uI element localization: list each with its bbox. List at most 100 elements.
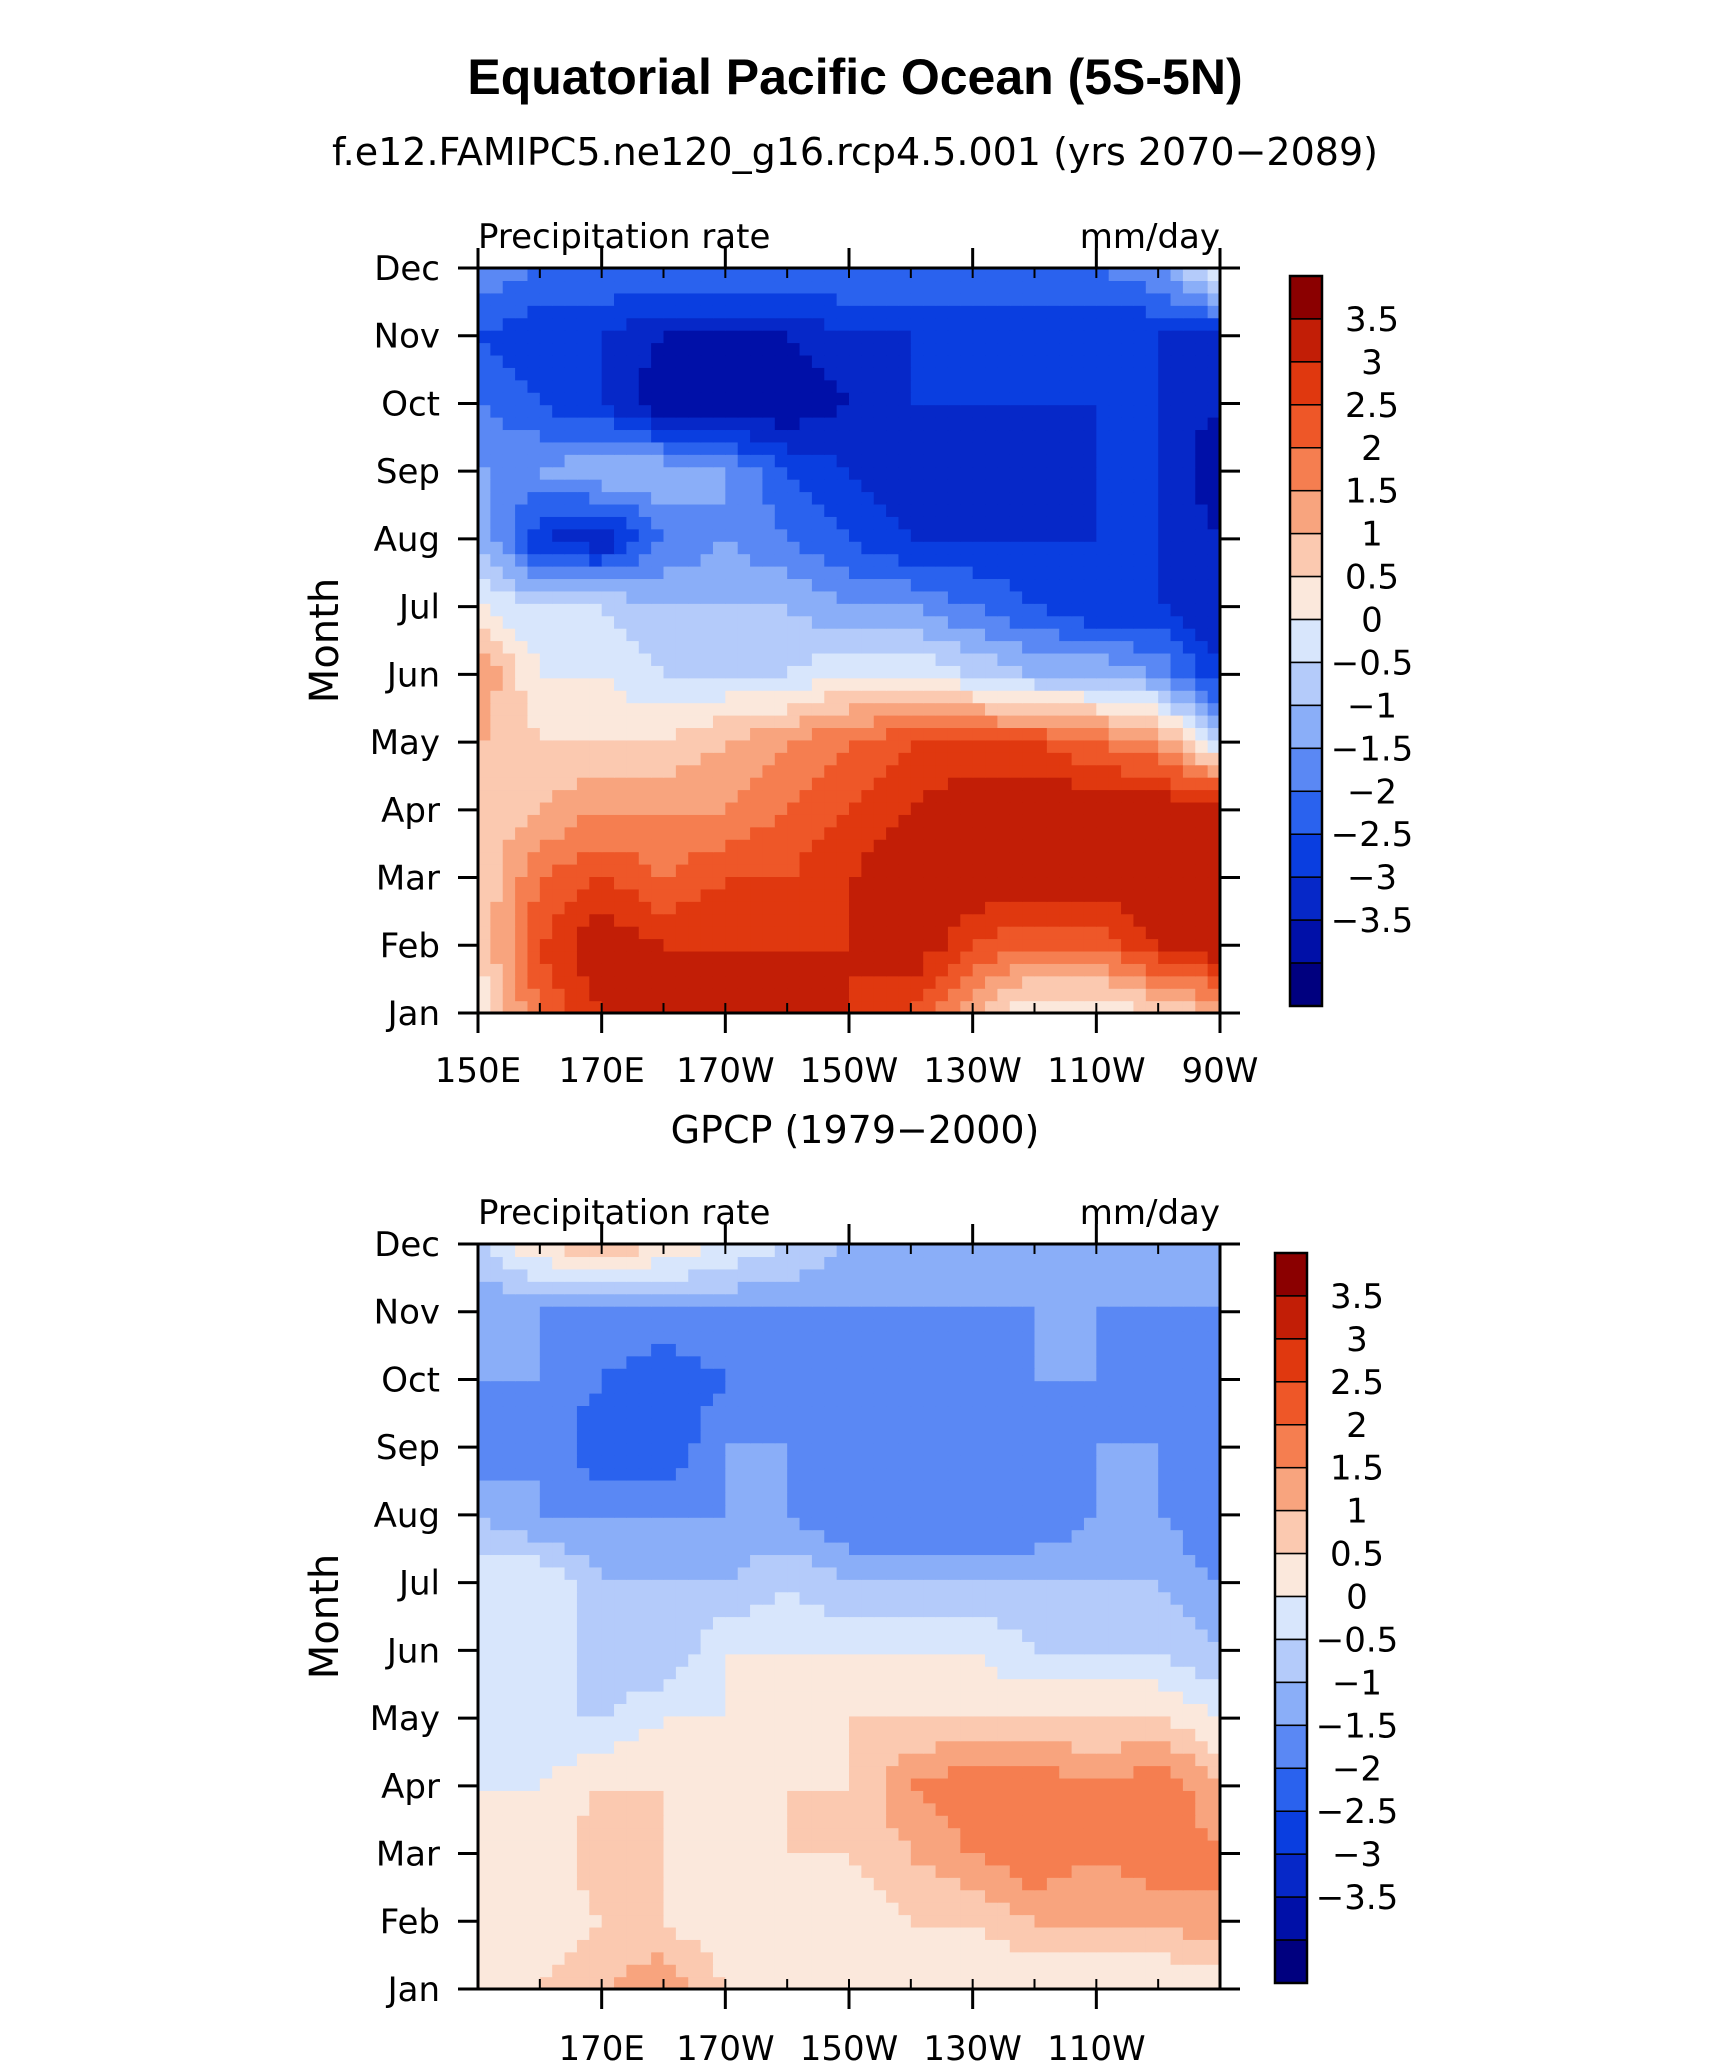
heatmap-cell bbox=[688, 1926, 702, 1940]
heatmap-cell bbox=[1083, 503, 1097, 517]
heatmap-cell bbox=[478, 516, 491, 530]
heatmap-cell bbox=[700, 615, 714, 629]
heatmap-cell bbox=[502, 1765, 516, 1779]
heatmap-cell bbox=[502, 628, 516, 642]
heatmap-cell bbox=[675, 975, 689, 989]
heatmap-cell bbox=[886, 789, 900, 803]
heatmap-cell bbox=[502, 367, 516, 381]
heatmap-cell bbox=[997, 367, 1011, 381]
heatmap-cell bbox=[799, 1889, 813, 1903]
heatmap-cell bbox=[490, 715, 504, 729]
heatmap-cell bbox=[960, 690, 974, 704]
heatmap-cell bbox=[700, 280, 714, 294]
heatmap-cell bbox=[985, 1802, 998, 1816]
heatmap-cell bbox=[1133, 1790, 1147, 1804]
heatmap-cell bbox=[576, 1802, 590, 1816]
heatmap-cell bbox=[1170, 652, 1184, 666]
heatmap-cell bbox=[1182, 503, 1196, 517]
heatmap-cell bbox=[1059, 503, 1073, 517]
heatmap-cell bbox=[700, 1777, 714, 1791]
heatmap-cell bbox=[985, 578, 998, 592]
heatmap-cell bbox=[972, 466, 986, 480]
heatmap-cell bbox=[811, 665, 825, 679]
heatmap-cell bbox=[824, 342, 838, 356]
heatmap-cell bbox=[638, 367, 652, 381]
heatmap-cell bbox=[502, 640, 516, 654]
heatmap-cell bbox=[886, 826, 900, 840]
heatmap-cell bbox=[1083, 752, 1097, 766]
heatmap-cell bbox=[1170, 628, 1184, 642]
heatmap-cell bbox=[700, 578, 714, 592]
heatmap-cell bbox=[502, 950, 516, 964]
heatmap-cell bbox=[614, 1777, 627, 1791]
heatmap-cell bbox=[886, 913, 900, 927]
heatmap-cell bbox=[651, 590, 665, 604]
heatmap-cell bbox=[700, 553, 714, 567]
heatmap-cell bbox=[1195, 305, 1209, 319]
heatmap-cell bbox=[638, 342, 652, 356]
heatmap-cell bbox=[712, 888, 726, 902]
heatmap-cell bbox=[1195, 839, 1209, 853]
heatmap-cell bbox=[762, 702, 776, 716]
heatmap-cell bbox=[836, 777, 850, 791]
left-label: Precipitation rate bbox=[478, 217, 770, 257]
heatmap-cell bbox=[1059, 292, 1073, 306]
heatmap-cell bbox=[614, 1864, 627, 1878]
heatmap-cell bbox=[799, 1852, 813, 1866]
heatmap-cell bbox=[960, 404, 974, 418]
heatmap-cell bbox=[947, 1902, 961, 1916]
heatmap-cell bbox=[799, 963, 813, 977]
heatmap-cell bbox=[576, 615, 590, 629]
heatmap-cell bbox=[1195, 479, 1209, 493]
heatmap-cell bbox=[972, 454, 986, 468]
heatmap-cell bbox=[935, 677, 949, 691]
heatmap-cell bbox=[490, 988, 504, 1002]
heatmap-cell bbox=[824, 603, 838, 617]
heatmap-cell bbox=[997, 528, 1011, 542]
heatmap-cell bbox=[1034, 590, 1048, 604]
heatmap-cell bbox=[762, 1000, 776, 1014]
heatmap-cell bbox=[811, 1877, 825, 1891]
heatmap-cell bbox=[1133, 342, 1147, 356]
heatmap-cell bbox=[552, 963, 566, 977]
heatmap-cell bbox=[1071, 950, 1085, 964]
heatmap-cell bbox=[774, 739, 788, 753]
heatmap-cell bbox=[799, 1939, 813, 1953]
heatmap-cell bbox=[1182, 615, 1196, 629]
heatmap-cell bbox=[873, 429, 887, 443]
heatmap-cell bbox=[849, 1926, 862, 1940]
heatmap-cell bbox=[490, 901, 504, 915]
heatmap-cell bbox=[1009, 839, 1023, 853]
heatmap-cell bbox=[490, 1852, 504, 1866]
heatmap-cell bbox=[873, 1815, 887, 1829]
heatmap-cell bbox=[601, 1777, 615, 1791]
heatmap-cell bbox=[985, 901, 998, 915]
heatmap-cell bbox=[787, 1728, 801, 1742]
heatmap-cell bbox=[515, 603, 529, 617]
heatmap-cell bbox=[750, 1877, 764, 1891]
heatmap-cell bbox=[1034, 429, 1048, 443]
heatmap-cell bbox=[811, 566, 825, 580]
heatmap-cell bbox=[774, 1914, 788, 1928]
heatmap-cell bbox=[849, 926, 862, 940]
heatmap-cell bbox=[1195, 1840, 1209, 1854]
heatmap-cell bbox=[1170, 1802, 1184, 1816]
heatmap-cell bbox=[712, 963, 726, 977]
heatmap-cell bbox=[1108, 1939, 1122, 1953]
heatmap-cell bbox=[725, 404, 739, 418]
heatmap-cell bbox=[1071, 1964, 1085, 1978]
heatmap-cell bbox=[576, 479, 590, 493]
heatmap-cell bbox=[1046, 764, 1060, 778]
heatmap-cell bbox=[1182, 1864, 1196, 1878]
heatmap-cell bbox=[1108, 528, 1122, 542]
heatmap-cell bbox=[527, 429, 541, 443]
heatmap-cell bbox=[898, 876, 912, 890]
heatmap-cell bbox=[750, 503, 764, 517]
heatmap-cell bbox=[1145, 615, 1159, 629]
heatmap-cell bbox=[515, 578, 529, 592]
heatmap-cell bbox=[564, 503, 578, 517]
heatmap-cell bbox=[515, 876, 529, 890]
heatmap-cell bbox=[774, 1852, 788, 1866]
heatmap-cell bbox=[923, 367, 937, 381]
heatmap-cell bbox=[985, 404, 998, 418]
